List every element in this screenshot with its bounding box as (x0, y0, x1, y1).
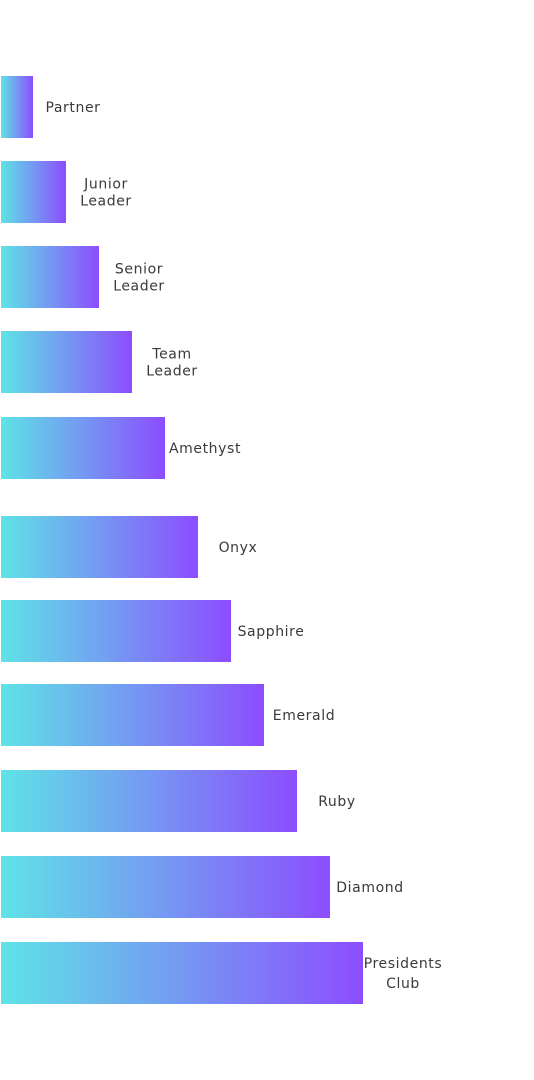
bar-label-emerald: Emerald (273, 708, 335, 724)
bar-presidents-club (1, 942, 363, 1004)
bar-label-line: Emerald (273, 708, 335, 724)
bar-label-line: Leader (80, 194, 132, 210)
bar-sapphire (1, 600, 231, 662)
bar-label-senior-leader: Senior Leader (113, 262, 165, 295)
bar-diamond (1, 856, 330, 918)
bar-label-line: Junior (83, 177, 128, 193)
bar-label-line: Club (386, 976, 420, 992)
bar-label-presidents-club: Presidents Club (364, 956, 443, 992)
bar-label-sapphire: Sapphire (238, 624, 305, 640)
bar-ruby (1, 770, 297, 832)
bar-label-line: Onyx (219, 540, 258, 556)
bar-junior-leader (1, 161, 66, 223)
bar-label-ruby: Ruby (318, 794, 356, 810)
bar-amethyst (1, 417, 165, 479)
bar-label-line: Leader (146, 364, 198, 380)
bar-label-line: Diamond (336, 880, 403, 896)
bar-team-leader (1, 331, 132, 393)
bar-label-line: Team (151, 347, 191, 363)
bar-label-team-leader: Team Leader (146, 347, 198, 380)
bar-partner (1, 76, 33, 138)
bar-label-line: Amethyst (169, 441, 241, 457)
bar-label-onyx: Onyx (219, 540, 258, 556)
bars-group (1, 76, 363, 1004)
bar-label-amethyst: Amethyst (169, 441, 241, 457)
bar-senior-leader (1, 246, 99, 308)
bar-label-partner: Partner (45, 100, 100, 116)
bar-label-line: Partner (45, 100, 100, 116)
bar-label-line: Presidents (364, 956, 443, 972)
bar-label-diamond: Diamond (336, 880, 403, 896)
bar-onyx (1, 516, 198, 578)
bar-label-line: Senior (115, 262, 163, 278)
bar-label-line: Leader (113, 279, 165, 295)
bar-label-line: Sapphire (238, 624, 305, 640)
bar-label-junior-leader: Junior Leader (80, 177, 132, 210)
bar-label-line: Ruby (318, 794, 356, 810)
bar-emerald (1, 684, 264, 746)
